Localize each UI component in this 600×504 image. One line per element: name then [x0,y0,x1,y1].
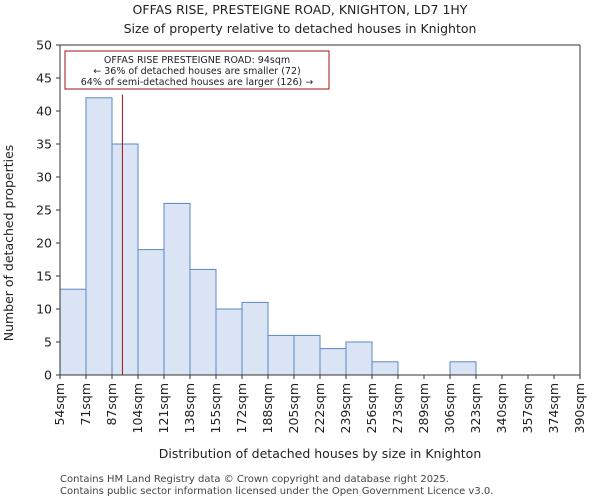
bar-172sqm [241,301,269,376]
bar-138sqm [189,268,217,376]
bars-group [59,97,477,376]
y-tick-label: 20 [36,236,52,251]
x-tick-label: 54sqm [52,383,67,426]
bar-256sqm [371,361,399,376]
bar-188sqm [267,334,295,376]
bar-87sqm [111,143,139,376]
x-tick-label: 87sqm [104,383,119,426]
footer-line-2: Contains public sector information licen… [60,486,493,497]
footer-line-1: Contains HM Land Registry data © Crown c… [60,474,449,485]
x-tick-label: 340sqm [494,383,509,433]
annotation-line-2: ← 36% of detached houses are smaller (72… [93,66,300,77]
x-tick-label: 205sqm [286,383,301,433]
x-tick-label: 222sqm [312,383,327,433]
axes-group: 0 5 10 15 20 25 30 35 40 45 50 54sqm 71sqm 87sqm 104sq… [36,38,587,434]
y-tick-label: 25 [36,203,52,218]
y-tick-label: 45 [36,71,52,86]
x-tick-label: 121sqm [156,383,171,433]
y-tick-label: 10 [36,302,52,317]
x-tick-label: 374sqm [546,383,561,433]
y-tick-label: 30 [36,170,52,185]
y-tick-label: 5 [44,335,52,350]
y-tick-label: 40 [36,104,52,119]
x-tick-label: 188sqm [260,383,275,433]
x-axis-label: Distribution of detached houses by size … [159,446,482,461]
x-tick-label: 239sqm [338,383,353,433]
y-tick-label: 35 [36,137,52,152]
bar-222sqm [319,348,347,376]
x-tick-label: 138sqm [182,383,197,433]
bar-71sqm [85,97,113,376]
annotation-border [64,50,330,90]
y-tick-label: 50 [36,38,52,53]
x-tick-label: 306sqm [442,383,457,433]
bar-121sqm [163,202,191,376]
annotation-box: OFFAS RISE PRESTEIGNE ROAD: 94sqm ← 36% … [64,50,330,90]
y-axis-label: Number of detached properties [1,145,16,342]
y-tick-label: 15 [36,269,52,284]
bar-306sqm [449,361,477,376]
bar-54sqm [59,288,87,376]
bar-239sqm [345,341,373,376]
bar-104sqm [137,249,165,376]
chart-title: OFFAS RISE, PRESTEIGNE ROAD, KNIGHTON, L… [133,2,468,17]
x-tick-label: 104sqm [130,383,145,433]
x-tick-label: 71sqm [78,383,93,426]
x-tick-label: 289sqm [416,383,431,433]
annotation-line-1: OFFAS RISE PRESTEIGNE ROAD: 94sqm [104,55,290,66]
x-tick-label: 390sqm [572,383,587,433]
x-tick-label: 256sqm [364,383,379,433]
x-tick-label: 172sqm [234,383,249,433]
x-tick-label: 323sqm [468,383,483,433]
bar-155sqm [215,308,243,376]
x-tick-label: 273sqm [390,383,405,433]
x-tick-label: 357sqm [520,383,535,433]
y-tick-label: 0 [44,368,52,383]
x-tick-label: 155sqm [208,383,223,433]
chart-subtitle: Size of property relative to detached ho… [124,21,477,36]
annotation-line-3: 64% of semi-detached houses are larger (… [81,77,314,88]
bar-205sqm [293,334,321,376]
